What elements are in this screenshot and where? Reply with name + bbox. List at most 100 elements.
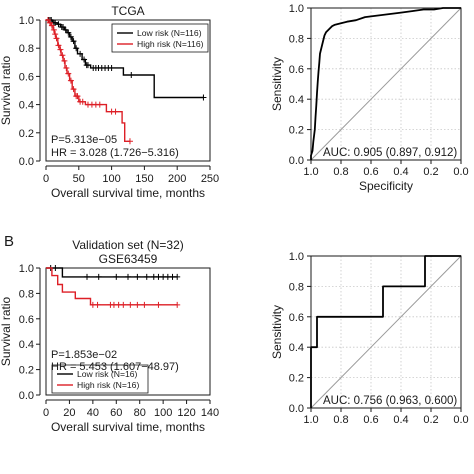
legend-label: Low risk (N=116)	[137, 28, 202, 38]
censor-mark	[70, 86, 77, 93]
censor-mark	[55, 42, 62, 49]
x-axis-title: Specificity	[359, 179, 413, 193]
y-tick-label: 0.4	[289, 342, 304, 354]
y-axis-title: Sensitivity	[270, 305, 284, 359]
chart-subtitle: GSE63459	[99, 252, 158, 266]
censor-mark	[65, 29, 72, 36]
x-tick-label: 140	[201, 407, 219, 419]
censor-mark	[67, 77, 74, 84]
x-tick-label: 0.8	[333, 166, 348, 178]
plot-frame	[310, 7, 462, 161]
reference-diagonal	[310, 7, 462, 161]
censor-mark	[52, 19, 59, 26]
roc-validation-chart: 0.0 0.2 0.4 0.6 0.8 1.0 1.0 0.8 0.6 0.4 0.2 0.0 Sens…	[270, 251, 469, 426]
censor-mark	[94, 301, 101, 308]
roc-tcga-chart: 0.0 0.2 0.4 0.6 0.8 1.0 1.0 0.8 0.6 0.4 0.2 0.0 Spec…	[270, 3, 469, 193]
x-tick-label: 40	[87, 407, 99, 419]
auc-annotation: AUC: 0.905 (0.897, 0.912)	[323, 147, 457, 159]
roc-curve	[310, 7, 461, 160]
censor-mark	[84, 62, 91, 69]
censor-mark	[65, 70, 72, 77]
censor-mark	[125, 273, 131, 280]
y-tick-label: 0.2	[19, 128, 34, 140]
x-tick-label: 0.4	[393, 414, 408, 426]
legend-box	[51, 364, 149, 394]
km-tcga-chart: 0.0 0.2 0.4 0.6 0.8 1.0 0 50 100 150 200 250Overall…	[0, 4, 219, 200]
p-value-annotation: P=5.313e−05	[51, 134, 117, 146]
x-tick-label: 0	[43, 173, 49, 185]
censor-mark	[127, 301, 134, 308]
censor-mark	[52, 31, 59, 38]
x-tick-label: 0.8	[333, 414, 348, 426]
x-tick-label: 0.0	[453, 166, 468, 178]
x-tick-label: 0.2	[423, 166, 438, 178]
y-tick-label: 0.2	[19, 365, 34, 377]
y-tick-label: 0.0	[289, 155, 304, 167]
censor-mark	[174, 273, 181, 280]
censor-mark	[128, 71, 135, 78]
plot-frame	[45, 19, 211, 162]
y-tick-label: 0.4	[289, 94, 304, 106]
y-tick-label: 0.8	[289, 281, 304, 293]
censor-mark	[52, 265, 59, 271]
y-axis-title: Survival ratio	[0, 55, 13, 125]
censor-mark	[50, 26, 57, 33]
y-tick-label: 0.6	[19, 314, 34, 326]
censor-mark	[155, 301, 162, 308]
y-tick-label: 0.2	[289, 125, 304, 137]
censor-mark	[73, 45, 80, 52]
y-axis-title: Survival ratio	[0, 296, 13, 366]
censor-mark	[77, 50, 84, 57]
censor-mark	[74, 93, 81, 100]
p-value-annotation: P=1.853e−02	[51, 349, 117, 361]
x-tick-label: 150	[135, 173, 153, 185]
y-tick-label: 0.8	[19, 43, 34, 55]
x-tick-label: 0.4	[393, 166, 408, 178]
chart-title: Validation set (N=32)	[72, 238, 184, 252]
x-tick-label: 200	[168, 173, 186, 185]
x-tick-label: 0.2	[423, 414, 438, 426]
x-tick-label: 0	[43, 407, 49, 419]
x-tick-label: 1.0	[303, 414, 318, 426]
x-tick-label: 80	[134, 407, 146, 419]
y-tick-label: 1.0	[19, 263, 34, 275]
x-tick-label: 50	[73, 173, 85, 185]
y-tick-label: 0.2	[289, 373, 304, 385]
hr-annotation: HR = 5.453 (1.607−48.97)	[51, 361, 179, 373]
y-tick-label: 0.6	[289, 312, 304, 324]
y-tick-label: 1.0	[289, 3, 304, 15]
censor-mark	[108, 64, 115, 71]
x-tick-label: 100	[154, 407, 172, 419]
x-tick-label: 0.6	[363, 166, 378, 178]
legend-label: High risk (N=16)	[77, 380, 139, 390]
censor-mark	[134, 301, 141, 308]
y-tick-label: 0.6	[289, 64, 304, 76]
y-tick-label: 0.6	[19, 71, 34, 83]
legend-label: High risk (N=116)	[137, 39, 204, 49]
censor-mark	[67, 33, 74, 40]
chart-title: TCGA	[111, 4, 144, 18]
censor-mark	[113, 273, 120, 280]
y-tick-label: 0.0	[19, 390, 34, 402]
x-axis-title: Overall survival time, months	[51, 186, 205, 200]
survival-curve	[46, 267, 178, 278]
censor-mark	[59, 52, 66, 59]
x-tick-label: 20	[63, 407, 75, 419]
legend-label: Low risk (N=16)	[77, 369, 138, 379]
censor-mark	[61, 57, 68, 64]
y-tick-label: 0.4	[19, 100, 34, 112]
reference-diagonal	[310, 255, 462, 409]
censor-mark	[84, 273, 90, 280]
plot-frame	[45, 267, 211, 396]
censor-mark	[48, 22, 55, 29]
censor-mark	[62, 26, 69, 33]
censor-mark	[126, 138, 133, 145]
y-axis-title: Sensitivity	[270, 57, 284, 111]
censor-mark	[57, 46, 64, 53]
x-tick-label: 100	[102, 173, 120, 185]
x-tick-label: 1.0	[303, 166, 318, 178]
y-tick-label: 0.0	[19, 156, 34, 168]
censor-mark	[81, 56, 88, 63]
y-tick-label: 0.8	[19, 288, 34, 300]
